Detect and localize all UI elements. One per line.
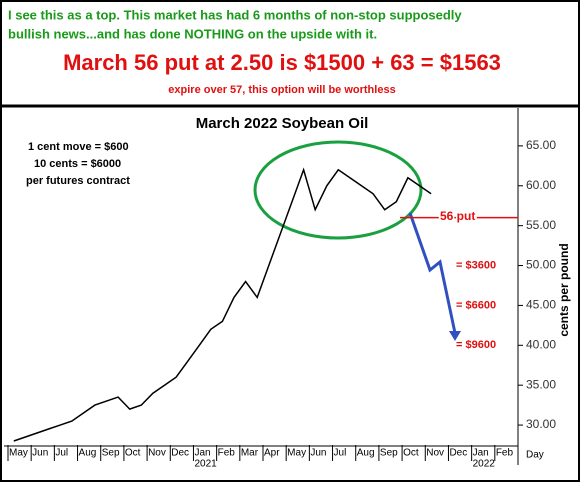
y-tick-label: 50.00 <box>526 258 556 272</box>
year-label: 2021 <box>194 459 217 470</box>
y-tick-label: 55.00 <box>526 218 556 232</box>
x-tick-label: May <box>287 448 306 459</box>
x-tick-label: Oct <box>403 448 419 459</box>
x-tick-label: Jun <box>310 448 326 459</box>
x-tick-label: Jun <box>32 448 48 459</box>
x-tick-label: Aug <box>357 448 375 459</box>
x-tick-label: Jul <box>334 448 347 459</box>
x-tick-label: Jul <box>55 448 68 459</box>
headline: March 56 put at 2.50 is $1500 + 63 = $15… <box>63 50 501 75</box>
loss-label: = $6600 <box>456 299 496 311</box>
x-tick-label: Oct <box>125 448 141 459</box>
x-tick-label: Sep <box>102 448 120 459</box>
put-label: 56 put <box>440 209 475 223</box>
top-ellipse <box>253 140 423 240</box>
y-axis-label: cents per pound <box>557 243 571 336</box>
arrow-head <box>449 331 461 341</box>
loss-label: = $9600 <box>456 339 496 351</box>
x-tick-label: May <box>9 448 28 459</box>
x-tick-label: Mar <box>241 448 259 459</box>
x-tick-label: Sep <box>380 448 398 459</box>
header-line: I see this as a top. This market has had… <box>8 7 462 22</box>
year-label: 2022 <box>473 459 496 470</box>
note: 10 cents = $6000 <box>34 158 121 170</box>
y-tick-label: 40.00 <box>526 337 556 351</box>
x-axis-label: Day <box>526 450 544 461</box>
x-tick-label: Feb <box>496 448 514 459</box>
header-line: bullish news...and has done NOTHING on t… <box>8 26 377 41</box>
note: 1 cent move = $600 <box>28 141 129 153</box>
y-tick-label: 60.00 <box>526 178 556 192</box>
projection-arrow <box>408 212 457 334</box>
x-tick-label: Dec <box>449 448 467 459</box>
y-tick-label: 65.00 <box>526 138 556 152</box>
y-tick-label: 45.00 <box>526 298 556 312</box>
note: per futures contract <box>26 175 130 187</box>
x-tick-label: Jan <box>194 448 210 459</box>
y-tick-label: 35.00 <box>526 377 556 391</box>
x-tick-label: Nov <box>426 448 444 459</box>
loss-label: = $3600 <box>456 259 496 271</box>
x-tick-label: Dec <box>171 448 189 459</box>
x-tick-label: Jan <box>473 448 489 459</box>
x-tick-label: Feb <box>218 448 236 459</box>
x-tick-label: Nov <box>148 448 166 459</box>
y-tick-label: 30.00 <box>526 417 556 431</box>
subline: expire over 57, this option will be wort… <box>168 84 395 96</box>
x-tick-label: Aug <box>79 448 97 459</box>
chart-title: March 2022 Soybean Oil <box>196 115 369 132</box>
x-tick-label: Apr <box>264 448 280 459</box>
price-line <box>13 167 432 442</box>
